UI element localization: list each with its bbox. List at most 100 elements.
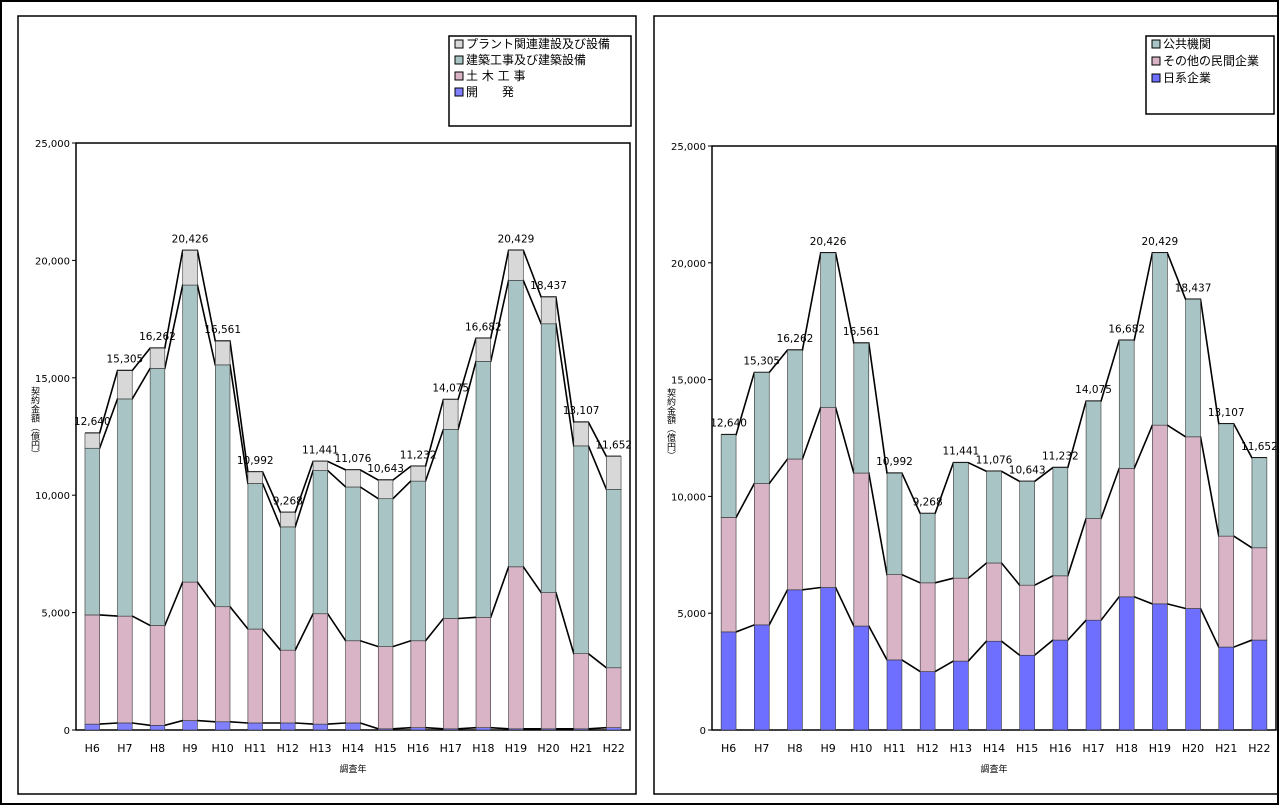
- x-tick-label: H22: [603, 742, 625, 755]
- bar-segment: [606, 727, 622, 731]
- x-tick-label: H19: [505, 742, 527, 755]
- bar-segment: [1118, 468, 1135, 598]
- bar-segment: [540, 592, 557, 730]
- x-tick-label: H7: [754, 742, 769, 755]
- bar-segment: [182, 284, 198, 583]
- bar-segment: [1019, 481, 1035, 586]
- bar-segment: [606, 489, 622, 669]
- bar-segment: [149, 625, 166, 726]
- total-label: 11,441: [942, 446, 979, 458]
- bar-segment: [1152, 252, 1168, 426]
- bar-segment: [1152, 424, 1168, 605]
- total-label: 12,640: [710, 418, 747, 430]
- x-tick-label: H16: [1049, 742, 1071, 755]
- x-tick-label: H16: [407, 742, 429, 755]
- legend-label: 開 発: [466, 85, 514, 99]
- x-axis-title: 調査年: [339, 763, 366, 775]
- bar-segment: [280, 649, 296, 724]
- y-axis-title: 契約金額（億円）: [29, 385, 40, 458]
- total-label: 16,262: [777, 333, 814, 345]
- bar-segment: [1218, 646, 1235, 731]
- bar-segment: [1152, 603, 1168, 731]
- x-tick-label: H18: [1116, 742, 1138, 755]
- y-tick-label: 0: [700, 726, 706, 737]
- bar-segment: [508, 250, 524, 281]
- bar-segment: [953, 577, 969, 662]
- bar-segment: [410, 640, 426, 728]
- bar-segment: [573, 421, 589, 447]
- bar-segment: [787, 458, 803, 591]
- bar-segment: [606, 667, 622, 728]
- x-tick-label: H10: [850, 742, 872, 755]
- bar-segment: [1185, 299, 1201, 438]
- bar-segment: [377, 479, 394, 500]
- bar-segment: [853, 625, 870, 731]
- bar-segment: [280, 722, 296, 731]
- total-label: 9,268: [913, 496, 943, 508]
- bar-segment: [247, 628, 263, 724]
- legend-swatch: [454, 55, 464, 65]
- legend-label: 建築工事及び建築設備: [466, 52, 586, 67]
- total-label: 14,075: [432, 383, 469, 395]
- bar-segment: [606, 456, 622, 490]
- total-label: 10,992: [876, 456, 913, 468]
- bar-segment: [345, 640, 361, 724]
- y-tick-label: 10,000: [35, 491, 70, 502]
- bar-segment: [475, 616, 491, 728]
- bar-segment: [919, 671, 936, 731]
- total-label: 16,262: [139, 331, 176, 343]
- x-tick-label: H11: [883, 742, 905, 755]
- bar-segment: [410, 480, 426, 642]
- x-tick-label: H13: [950, 742, 972, 755]
- y-tick-label: 20,000: [35, 256, 70, 267]
- total-label: 10,992: [237, 455, 274, 467]
- bar-segment: [1218, 535, 1235, 648]
- bar-segment: [1085, 400, 1102, 519]
- y-tick-label: 5,000: [677, 609, 706, 620]
- bar-segment: [573, 445, 589, 654]
- chart-by-work-type: 0 5,000 10,000 15,000 20,000 25,000 H6 12,640 H7…: [29, 35, 632, 775]
- total-label: 20,429: [498, 233, 535, 245]
- x-tick-label: H21: [570, 742, 592, 755]
- legend-label: その他の民間企業: [1163, 53, 1259, 68]
- x-tick-label: H7: [117, 742, 132, 755]
- bar-segment: [1118, 596, 1135, 731]
- legend-label: 土 木 工 事: [466, 69, 525, 83]
- bar-segment: [720, 517, 737, 633]
- bar-segment: [1251, 457, 1268, 549]
- legend-box: [1145, 35, 1275, 115]
- bar-segment: [1052, 467, 1069, 577]
- total-label: 16,682: [1108, 323, 1145, 335]
- bar-segment: [117, 370, 133, 400]
- bar-segment: [953, 462, 969, 579]
- total-label: 13,107: [563, 405, 600, 417]
- y-tick-label: 15,000: [35, 374, 70, 385]
- total-label: 16,682: [465, 321, 502, 333]
- total-label: 11,441: [302, 444, 339, 456]
- total-label: 11,652: [1241, 441, 1278, 453]
- total-label: 10,643: [1009, 464, 1046, 476]
- bar-segment: [540, 323, 557, 593]
- bar-segment: [787, 349, 803, 460]
- legend-label: プラント関連建設及び設備: [466, 36, 610, 51]
- x-tick-label: H9: [182, 742, 197, 755]
- total-label: 11,076: [335, 453, 372, 465]
- legend-label: 日系企業: [1163, 70, 1211, 85]
- legend-swatch: [454, 39, 464, 49]
- legend-swatch: [1151, 56, 1161, 66]
- x-tick-label: H21: [1215, 742, 1237, 755]
- total-label: 16,561: [843, 326, 880, 338]
- x-tick-label: H14: [342, 742, 364, 755]
- bar-segment: [573, 653, 589, 730]
- total-label: 12,640: [74, 416, 111, 428]
- total-label: 13,107: [1208, 407, 1245, 419]
- bar-segment: [1019, 654, 1035, 731]
- bar-segment: [986, 470, 1002, 564]
- total-label: 18,437: [530, 280, 567, 292]
- x-tick-label: H9: [820, 742, 835, 755]
- x-tick-label: H12: [277, 742, 299, 755]
- bar-segment: [84, 447, 100, 616]
- y-tick-label: 15,000: [671, 376, 706, 387]
- bar-segment: [886, 659, 903, 731]
- bar-segment: [247, 722, 263, 731]
